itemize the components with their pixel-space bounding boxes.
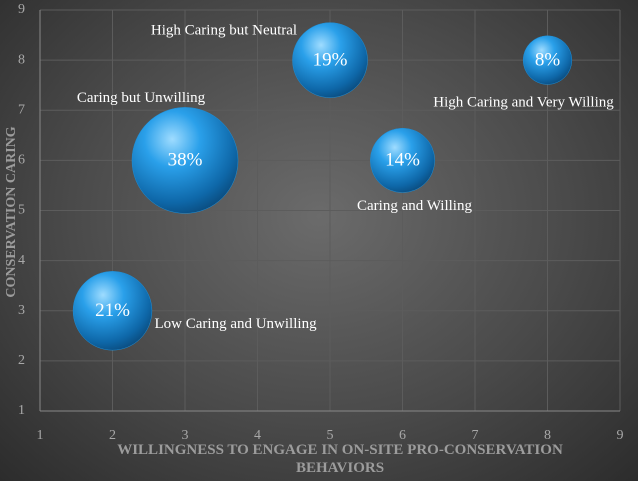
x-tick-label: 4 [254, 428, 261, 443]
bubble [72, 271, 153, 351]
y-tick-label: 3 [18, 303, 25, 318]
x-tick-label: 9 [617, 428, 624, 443]
point-label: Low Caring and Unwilling [155, 316, 318, 332]
value-label: 8% [535, 49, 561, 70]
x-tick-label: 7 [472, 428, 479, 443]
bubble [131, 107, 239, 214]
point-label: High Caring but Neutral [151, 23, 297, 39]
y-tick-label: 2 [18, 353, 25, 368]
y-tick-label: 1 [18, 403, 25, 418]
y-tick-label: 4 [18, 253, 25, 268]
x-tick-label: 8 [544, 428, 551, 443]
value-label: 38% [168, 150, 203, 171]
point-label: Caring but Unwilling [77, 90, 206, 106]
bubble [292, 22, 368, 98]
x-tick-label: 5 [327, 428, 334, 443]
bubble [370, 127, 435, 193]
bubble [522, 35, 573, 85]
y-tick-label: 6 [18, 153, 25, 168]
y-tick-label: 5 [18, 203, 25, 218]
value-label: 19% [313, 49, 348, 70]
value-label: 21% [95, 300, 130, 321]
x-tick-label: 6 [399, 428, 406, 443]
y-tick-label: 7 [18, 102, 25, 117]
y-tick-label: 8 [18, 52, 25, 67]
y-tick-label: 9 [18, 2, 25, 17]
y-axis-label: CONSERVATION CARING [4, 126, 19, 297]
point-label: High Caring and Very Willing [433, 95, 614, 111]
value-label: 14% [385, 150, 420, 171]
x-axis-label: WILLINGNESS TO ENGAGE IN ON-SITE PRO-CON… [117, 442, 563, 476]
x-tick-label: 1 [37, 428, 44, 443]
x-tick-label: 3 [182, 428, 189, 443]
point-label: Caring and Willing [357, 198, 472, 214]
x-tick-label: 2 [109, 428, 116, 443]
